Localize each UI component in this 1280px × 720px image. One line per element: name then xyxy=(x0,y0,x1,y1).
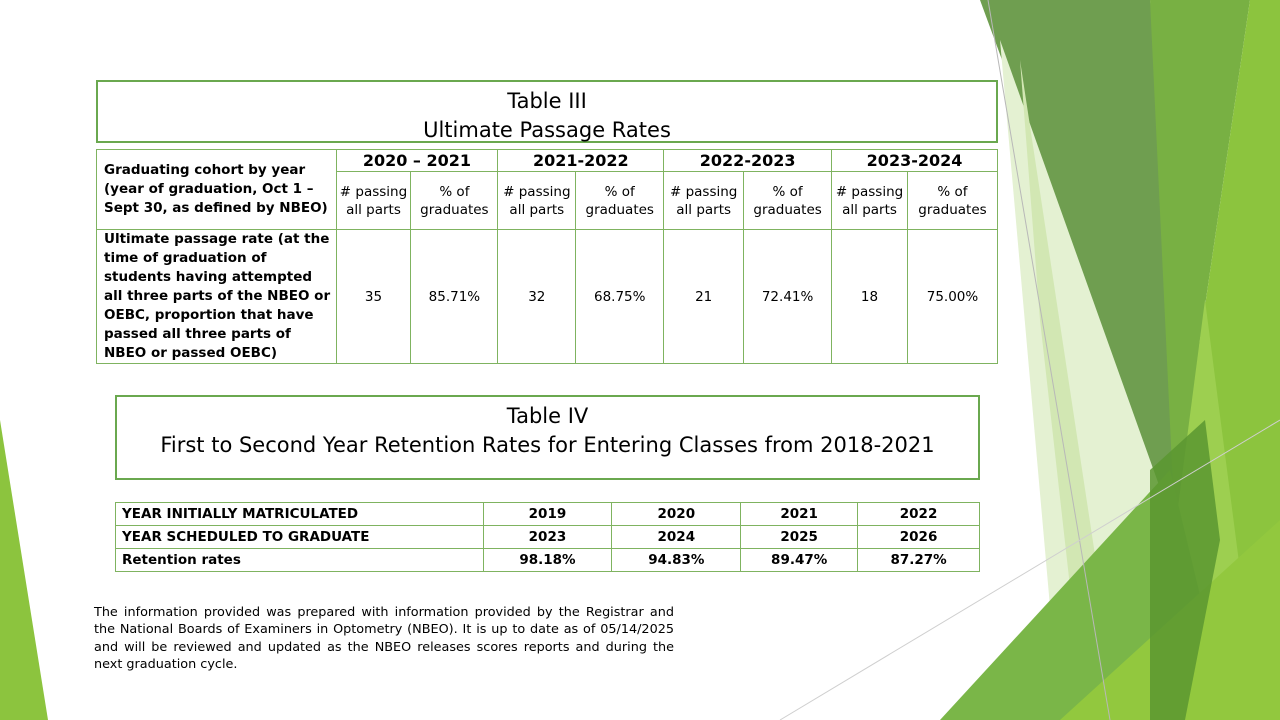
passing-count-cell: 32 xyxy=(497,229,577,364)
table-cell: 2026 xyxy=(857,525,980,549)
percent-cell: 72.41% xyxy=(743,229,833,364)
table-cell: 2023 xyxy=(482,525,613,549)
table-row: YEAR SCHEDULED TO GRADUATE 2023 2024 202… xyxy=(115,525,980,549)
facet-dark-lower xyxy=(1150,420,1220,720)
table3-title: Table III xyxy=(507,89,587,113)
table-row: Retention rates 98.18% 94.83% 89.47% 87.… xyxy=(115,548,980,572)
year-header: 2022-2023 xyxy=(663,149,833,172)
facet-left xyxy=(0,420,48,720)
table-cell: 2022 xyxy=(857,502,980,526)
cohort-header-label: Graduating cohort by year (year of gradu… xyxy=(96,149,337,230)
table-cell: 2024 xyxy=(611,525,742,549)
passing-count-cell: 35 xyxy=(335,229,412,364)
table-cell: 87.27% xyxy=(857,548,980,572)
table-row: YEAR INITIALLY MATRICULATED 2019 2020 20… xyxy=(115,502,980,526)
table4-title: Table IV xyxy=(506,404,589,428)
col-passing-header: # passing all parts xyxy=(663,171,745,230)
facet-olive xyxy=(1150,0,1250,530)
table-cell: 2021 xyxy=(740,502,859,526)
year-header: 2023-2024 xyxy=(831,149,998,172)
table-cell: 89.47% xyxy=(740,548,859,572)
thin-line-1 xyxy=(987,0,1111,720)
percent-cell: 85.71% xyxy=(410,229,499,364)
col-percent-header: % of graduates xyxy=(743,171,833,230)
facet-dark xyxy=(980,0,1210,530)
year-header: 2020 – 2021 xyxy=(335,149,499,172)
table-cell: 2020 xyxy=(611,502,742,526)
passage-rate-row-label: Ultimate passage rate (at the time of gr… xyxy=(96,229,337,364)
percent-cell: 68.75% xyxy=(575,229,665,364)
col-percent-header: % of graduates xyxy=(575,171,665,230)
percent-cell: 75.00% xyxy=(906,229,999,364)
table3-subtitle: Ultimate Passage Rates xyxy=(423,118,671,142)
thin-line-2 xyxy=(779,419,1280,720)
col-percent-header: % of graduates xyxy=(410,171,499,230)
passing-count-cell: 21 xyxy=(663,229,745,364)
table-cell: 2025 xyxy=(740,525,859,549)
retention-rates-table: YEAR INITIALLY MATRICULATED 2019 2020 20… xyxy=(115,502,980,572)
table4-title-box: Table IV First to Second Year Retention … xyxy=(115,395,980,480)
ultimate-passage-rates-table: Graduating cohort by year (year of gradu… xyxy=(96,149,999,364)
row-label: Retention rates xyxy=(115,548,484,572)
year-header: 2021-2022 xyxy=(497,149,665,172)
table-cell: 94.83% xyxy=(611,548,742,572)
table-cell: 98.18% xyxy=(482,548,613,572)
col-passing-header: # passing all parts xyxy=(831,171,908,230)
col-passing-header: # passing all parts xyxy=(335,171,412,230)
table-cell: 2019 xyxy=(482,502,613,526)
table3-title-box: Table III Ultimate Passage Rates xyxy=(96,80,998,143)
row-label: YEAR SCHEDULED TO GRADUATE xyxy=(115,525,484,549)
col-passing-header: # passing all parts xyxy=(497,171,577,230)
col-percent-header: % of graduates xyxy=(906,171,999,230)
row-label: YEAR INITIALLY MATRICULATED xyxy=(115,502,484,526)
passing-count-cell: 18 xyxy=(831,229,908,364)
footnote-text: The information provided was prepared wi… xyxy=(94,605,674,672)
table4-subtitle: First to Second Year Retention Rates for… xyxy=(160,433,935,457)
